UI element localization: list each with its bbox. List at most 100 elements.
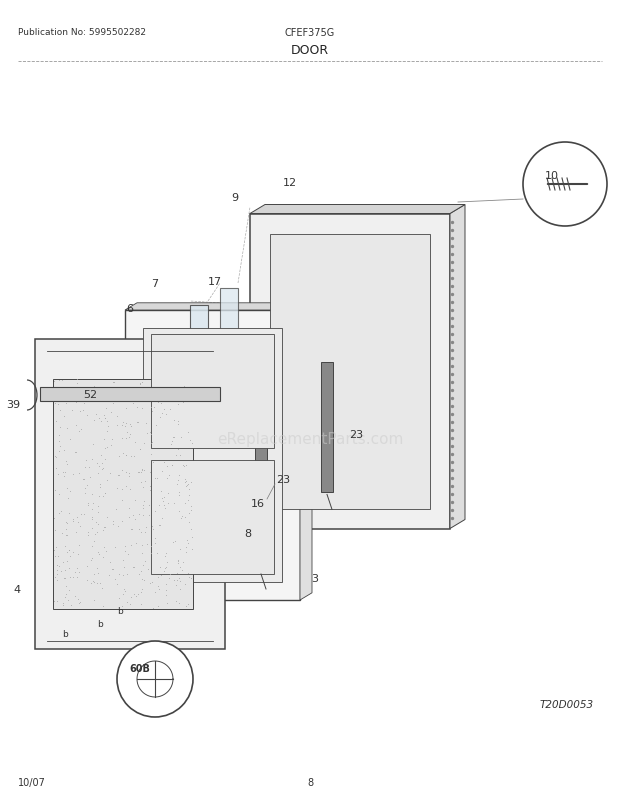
Point — [142, 427, 152, 440]
Point — [183, 493, 193, 506]
Point — [100, 521, 110, 534]
Point — [113, 520, 123, 533]
Point — [447, 383, 457, 396]
Point — [51, 594, 61, 607]
Point — [89, 414, 99, 427]
Point — [173, 553, 183, 566]
Point — [168, 393, 178, 406]
Point — [141, 417, 151, 430]
Point — [50, 549, 60, 562]
Point — [64, 544, 74, 557]
Point — [139, 574, 149, 587]
Polygon shape — [255, 429, 267, 569]
Polygon shape — [125, 310, 300, 600]
Text: 60B: 60B — [129, 663, 150, 673]
Point — [119, 582, 129, 595]
Point — [128, 508, 138, 521]
Text: 10/07: 10/07 — [18, 777, 46, 787]
Point — [91, 407, 100, 420]
Point — [54, 507, 64, 520]
Point — [447, 351, 457, 364]
Point — [107, 562, 117, 575]
Point — [447, 472, 457, 484]
Point — [80, 482, 90, 495]
Point — [80, 461, 90, 474]
Point — [73, 562, 82, 575]
Point — [186, 500, 196, 513]
Point — [104, 569, 113, 581]
Point — [122, 596, 132, 609]
Point — [63, 492, 73, 504]
Point — [113, 592, 123, 605]
Text: 23: 23 — [276, 475, 290, 484]
Point — [184, 478, 193, 491]
Point — [168, 431, 178, 444]
Point — [128, 588, 138, 601]
Point — [447, 359, 457, 372]
Point — [54, 435, 64, 448]
Point — [95, 480, 105, 493]
Point — [154, 411, 164, 424]
Point — [70, 590, 80, 603]
Point — [61, 588, 71, 601]
Point — [114, 451, 124, 464]
Point — [184, 426, 193, 439]
Point — [80, 487, 90, 500]
Point — [117, 419, 127, 432]
Point — [102, 415, 112, 428]
Point — [184, 387, 193, 400]
Point — [125, 419, 135, 431]
Point — [154, 499, 164, 512]
Point — [174, 572, 184, 585]
Point — [122, 568, 132, 581]
Point — [146, 547, 156, 560]
Point — [153, 600, 163, 613]
Point — [100, 488, 110, 500]
Point — [105, 556, 115, 569]
Point — [173, 418, 183, 431]
Point — [62, 546, 72, 559]
Point — [131, 537, 141, 550]
Point — [136, 585, 146, 598]
Point — [53, 550, 63, 563]
Point — [175, 448, 185, 461]
Text: 23: 23 — [349, 430, 363, 439]
Point — [76, 520, 86, 533]
Point — [178, 396, 188, 409]
Point — [76, 596, 86, 609]
Point — [94, 412, 104, 425]
Point — [102, 512, 112, 525]
Point — [64, 433, 74, 446]
Point — [90, 528, 100, 541]
Point — [94, 490, 104, 503]
Point — [102, 425, 112, 438]
Point — [167, 460, 177, 472]
Point — [147, 436, 157, 449]
Point — [158, 495, 168, 508]
Point — [93, 468, 103, 480]
Point — [147, 405, 157, 418]
Point — [149, 401, 159, 414]
Point — [50, 397, 60, 410]
Point — [83, 529, 93, 541]
Point — [51, 452, 61, 464]
Point — [88, 438, 98, 451]
Point — [56, 505, 66, 518]
Polygon shape — [40, 387, 220, 402]
Point — [50, 570, 60, 583]
Point — [58, 597, 68, 610]
Point — [447, 448, 457, 460]
Point — [184, 507, 193, 520]
Point — [186, 476, 196, 488]
Point — [58, 598, 68, 611]
Point — [159, 491, 169, 504]
Point — [100, 443, 110, 456]
Point — [154, 396, 164, 409]
Point — [447, 415, 457, 428]
Point — [82, 499, 92, 512]
Point — [156, 397, 166, 410]
Point — [103, 420, 113, 433]
Point — [108, 518, 118, 531]
Point — [81, 455, 91, 468]
Point — [447, 407, 457, 420]
